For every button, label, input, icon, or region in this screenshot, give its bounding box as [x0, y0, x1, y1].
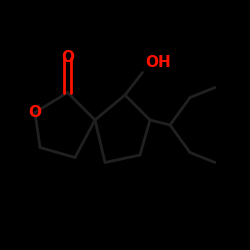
Text: OH: OH — [145, 55, 171, 70]
Text: O: O — [61, 50, 74, 65]
Text: O: O — [28, 105, 42, 120]
